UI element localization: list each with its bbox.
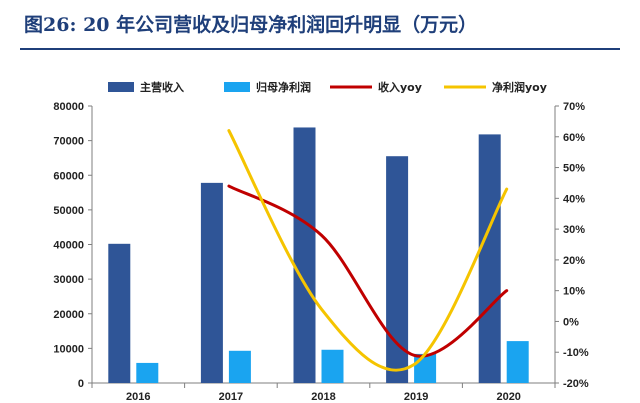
left-tick-label: 50000 bbox=[53, 205, 84, 217]
legend-item-net-profit-swatch bbox=[224, 82, 250, 92]
legend-item-revenue-label: 主营收入 bbox=[140, 80, 184, 94]
x-tick-label: 2016 bbox=[126, 391, 150, 403]
revenue-bar bbox=[386, 156, 409, 383]
legend-item-revenue-yoy-label: 收入yoy bbox=[378, 80, 422, 94]
revenue-bar bbox=[200, 182, 223, 383]
revenue-bar bbox=[108, 243, 131, 383]
right-tick-label: -10% bbox=[563, 347, 589, 359]
right-tick-label: 50% bbox=[563, 163, 585, 175]
right-tick-label: 60% bbox=[563, 132, 585, 144]
x-tick-label: 2020 bbox=[496, 391, 520, 403]
left-tick-label: 0 bbox=[78, 378, 84, 390]
right-tick-label: 70% bbox=[563, 101, 585, 113]
chart-title: 图26: 20 年公司营收及归母净利润回升明显（万元） bbox=[24, 14, 478, 36]
left-tick-label: 10000 bbox=[53, 343, 84, 355]
legend-item-revenue-swatch bbox=[108, 82, 134, 92]
bars bbox=[108, 127, 529, 383]
net-profit-bar bbox=[228, 350, 251, 383]
x-tick-label: 2017 bbox=[219, 391, 243, 403]
net-profit-bar bbox=[506, 341, 529, 383]
revenue-bar bbox=[293, 127, 316, 383]
net-profit-bar bbox=[321, 349, 344, 383]
revenue-yoy-line bbox=[227, 184, 509, 358]
net-profit-bar bbox=[136, 362, 159, 383]
left-tick-label: 70000 bbox=[53, 136, 84, 148]
revenue-bar bbox=[478, 134, 501, 383]
lines bbox=[227, 129, 509, 372]
right-tick-label: 10% bbox=[563, 286, 585, 298]
left-tick-label: 60000 bbox=[53, 170, 84, 182]
legend-item-net-profit-label: 归母净利润 bbox=[256, 80, 311, 94]
right-tick-label: 20% bbox=[563, 255, 585, 267]
left-tick-label: 80000 bbox=[53, 101, 84, 113]
right-tick-label: 40% bbox=[563, 193, 585, 205]
tick-labels: 0 10000 20000 30000 40000 50000 60000 70000 8000… bbox=[53, 101, 588, 403]
legend-item-net-profit-yoy-label: 净利润yoy bbox=[492, 80, 547, 94]
right-tick-label: 30% bbox=[563, 224, 585, 236]
right-tick-label: -20% bbox=[563, 378, 589, 390]
right-tick-label: 0% bbox=[563, 316, 579, 328]
left-tick-label: 20000 bbox=[53, 309, 84, 321]
net-profit-yoy-line bbox=[227, 129, 509, 372]
legend: 主营收入 归母净利润 收入yoy 净利润yoy bbox=[108, 80, 547, 94]
x-tick-label: 2019 bbox=[404, 391, 428, 403]
left-tick-label: 40000 bbox=[53, 240, 84, 252]
title-divider bbox=[20, 48, 620, 50]
left-tick-label: 30000 bbox=[53, 274, 84, 286]
x-tick-label: 2018 bbox=[311, 391, 335, 403]
net-profit-bar bbox=[414, 353, 437, 383]
